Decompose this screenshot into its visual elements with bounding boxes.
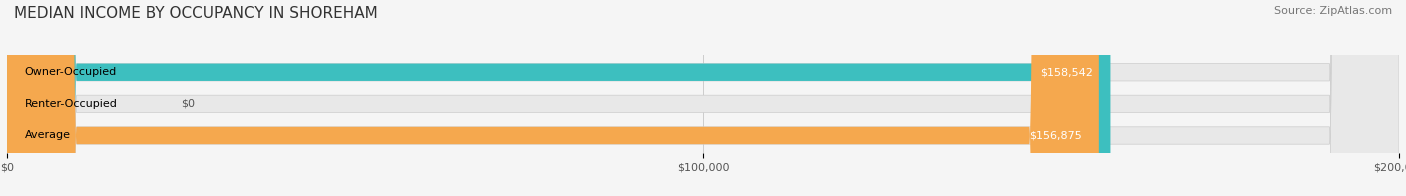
Text: Owner-Occupied: Owner-Occupied <box>24 67 117 77</box>
Text: MEDIAN INCOME BY OCCUPANCY IN SHOREHAM: MEDIAN INCOME BY OCCUPANCY IN SHOREHAM <box>14 6 378 21</box>
Text: Renter-Occupied: Renter-Occupied <box>24 99 117 109</box>
FancyBboxPatch shape <box>7 0 1111 196</box>
Text: $156,875: $156,875 <box>1029 131 1081 141</box>
FancyBboxPatch shape <box>7 0 1399 196</box>
Text: $158,542: $158,542 <box>1040 67 1092 77</box>
FancyBboxPatch shape <box>7 0 1099 196</box>
Text: Average: Average <box>24 131 70 141</box>
FancyBboxPatch shape <box>7 0 1399 196</box>
Text: Source: ZipAtlas.com: Source: ZipAtlas.com <box>1274 6 1392 16</box>
FancyBboxPatch shape <box>7 0 1399 196</box>
Text: $0: $0 <box>181 99 195 109</box>
